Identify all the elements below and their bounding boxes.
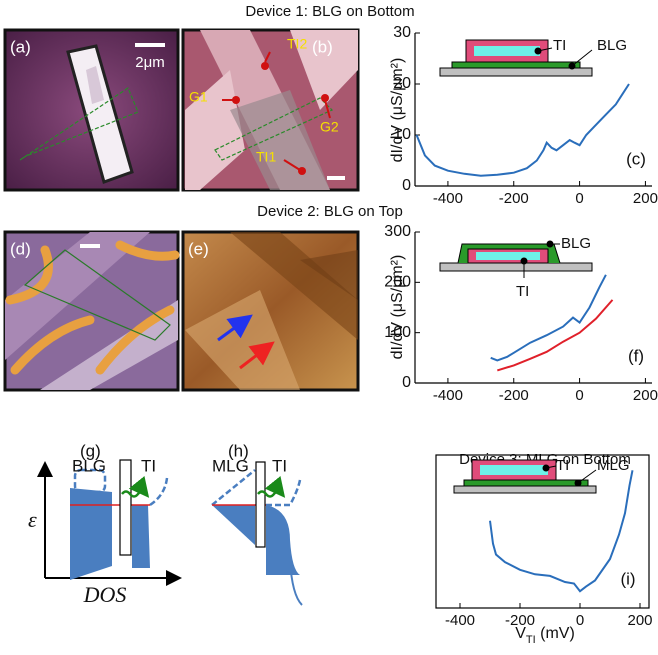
data-line [491, 275, 606, 361]
inset-f: BLG TI [440, 235, 592, 300]
x-tick-label: -400 [433, 190, 463, 207]
data-line [417, 84, 629, 176]
inset-label: TI [516, 283, 529, 300]
diagram-g: (g) BLG TI ε DOS [28, 441, 178, 607]
lead-label: TI2 [287, 36, 307, 52]
image-d: (d) [5, 232, 178, 390]
y-axis-label: dI/dV (μS/μm²) [389, 255, 406, 360]
panel-label: (i) [620, 569, 635, 588]
x-tick-label: -400 [433, 387, 463, 404]
lead-label: G2 [320, 119, 339, 135]
lead-label: G1 [189, 89, 208, 105]
axis-label: DOS [83, 582, 127, 607]
x-tick-label: 200 [627, 612, 652, 629]
image-e: (e) [183, 232, 358, 390]
lead-label: TI1 [256, 149, 276, 165]
x-tick-label: 0 [575, 190, 583, 207]
image-a: 2μm (a) [5, 30, 178, 190]
panel-label: (f) [628, 346, 644, 365]
y-axis-label: dI/dV (μS/μm²) [389, 58, 406, 163]
inset-label: MLG [597, 457, 630, 474]
x-axis-label-part: V [515, 625, 526, 642]
heading: Device 1: BLG on Bottom [245, 3, 414, 20]
diagram-label: BLG [72, 456, 106, 475]
x-tick-label: 0 [576, 612, 584, 629]
inset-i: TI MLG [454, 457, 630, 493]
diagram-label: TI [141, 456, 156, 475]
y-tick-label: 0 [402, 177, 411, 194]
diagram-h: (h) MLG TI [212, 441, 302, 605]
x-tick-label: 0 [575, 387, 583, 404]
inset-label: BLG [597, 37, 627, 54]
x-axis-label-part: TI [526, 634, 536, 646]
image-b: TI2 G1 G2 TI1 (b) [183, 30, 358, 190]
y-tick-label: 0 [402, 374, 411, 391]
x-tick-label: 200 [633, 190, 658, 207]
heading: Device 2: BLG on Top [257, 203, 403, 220]
axis-label: ε [28, 507, 37, 532]
x-tick-label: -400 [445, 612, 475, 629]
figure: Device 1: BLG on Bottom Device 2: BLG on… [0, 0, 658, 655]
panel-label: (b) [312, 37, 333, 56]
panel-label: (d) [10, 239, 31, 258]
panel-label: (e) [188, 239, 209, 258]
x-axis-label-part: (mV) [536, 625, 575, 642]
y-tick-label: 30 [393, 24, 411, 41]
x-tick-label: -200 [499, 387, 529, 404]
inset-label: TI [556, 457, 569, 474]
inset-label: BLG [561, 235, 591, 252]
inset-label: TI [553, 37, 566, 54]
panel-label: (a) [10, 37, 31, 56]
inset-c: TI BLG [440, 37, 627, 76]
scale-label: 2μm [135, 54, 164, 71]
diagram-label: MLG [212, 456, 249, 475]
diagram-label: TI [272, 456, 287, 475]
data-line [497, 300, 612, 371]
panel-label: (c) [626, 149, 646, 168]
x-axis-label: VTI (mV) [515, 625, 575, 646]
x-tick-label: 200 [633, 387, 658, 404]
y-tick-label: 300 [384, 223, 411, 240]
x-tick-label: -200 [499, 190, 529, 207]
